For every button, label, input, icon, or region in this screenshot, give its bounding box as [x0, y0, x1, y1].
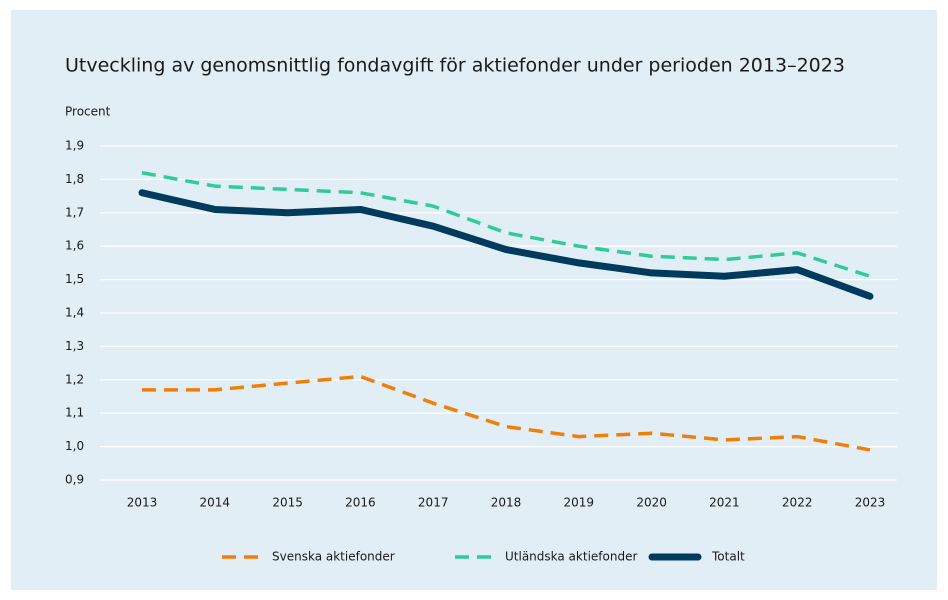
y-tick-label: 1,0: [65, 439, 84, 453]
legend-label: Svenska aktiefonder: [272, 550, 395, 564]
legend-label: Totalt: [711, 550, 745, 564]
chart-title: Utveckling av genomsnittlig fondavgift f…: [65, 55, 845, 77]
y-tick-label: 1,4: [65, 306, 84, 320]
y-tick-label: 1,2: [65, 372, 84, 386]
y-tick-label: 1,3: [65, 339, 84, 353]
y-tick-label: 1,1: [65, 406, 84, 420]
series-line: [141, 170, 871, 278]
x-tick-label: 2015: [272, 496, 303, 510]
x-tick-label: 2017: [418, 496, 449, 510]
x-tick-label: 2016: [345, 496, 376, 510]
series-line: [142, 374, 871, 452]
x-tick-label: 2023: [855, 496, 886, 510]
y-tick-label: 1,9: [65, 139, 84, 153]
y-axis-label: Procent: [65, 105, 111, 119]
x-tick-label: 2013: [127, 496, 158, 510]
legend-label: Utländska aktiefonder: [505, 550, 637, 564]
x-tick-label: 2020: [636, 496, 667, 510]
x-tick-label: 2018: [491, 496, 522, 510]
y-tick-label: 1,8: [65, 172, 84, 186]
x-tick-label: 2021: [709, 496, 740, 510]
x-tick-label: 2022: [782, 496, 813, 510]
y-tick-label: 1,6: [65, 239, 84, 253]
y-tick-label: 1,5: [65, 272, 84, 286]
x-tick-label: 2019: [564, 496, 595, 510]
panel: [11, 10, 937, 590]
y-tick-label: 1,7: [65, 205, 84, 219]
x-tick-label: 2014: [200, 496, 231, 510]
y-tick-label: 0,9: [65, 473, 84, 487]
series-line: [138, 189, 874, 300]
